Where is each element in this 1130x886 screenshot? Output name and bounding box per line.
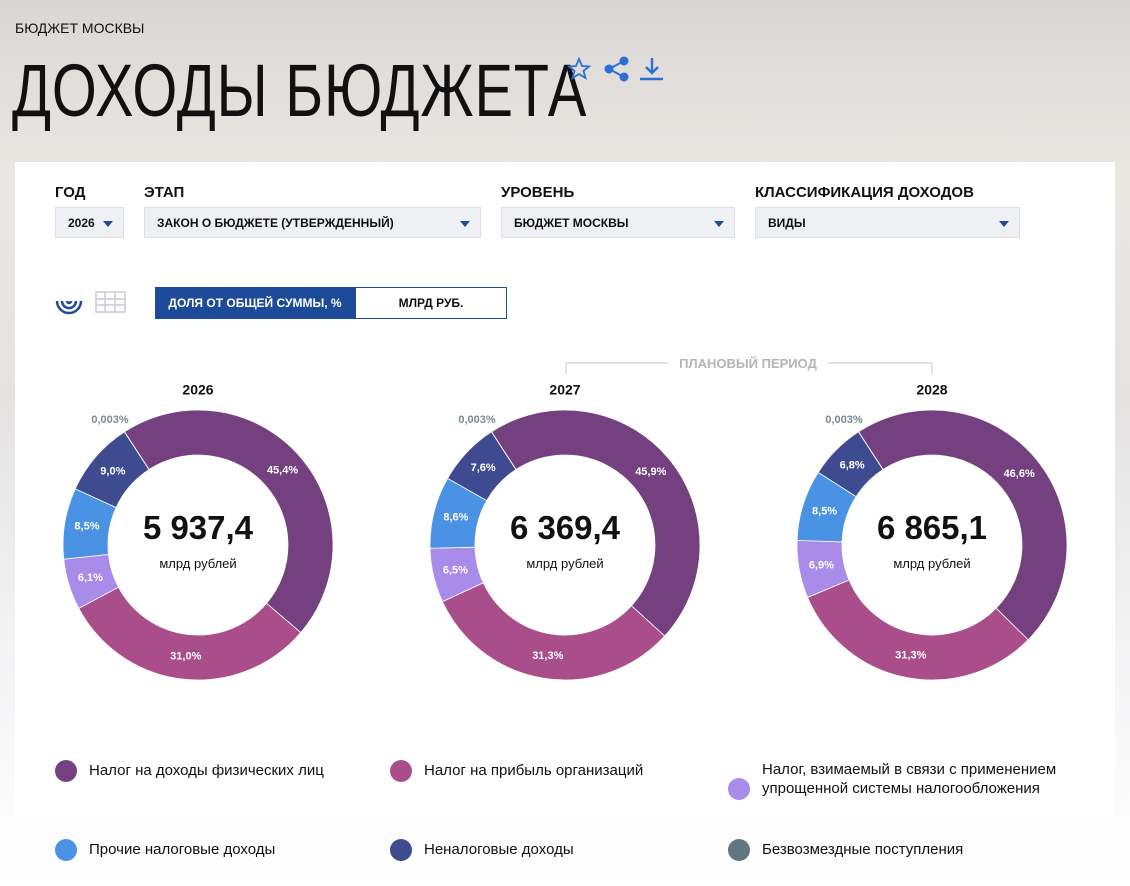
page-actions (566, 56, 663, 82)
filter-label: УРОВЕНЬ (501, 184, 575, 201)
content-panel (15, 162, 1115, 817)
legend-label: Безвозмездные поступления (762, 841, 964, 858)
legend-label: Неналоговые доходы (424, 841, 574, 858)
legend-label: Прочие налоговые доходы (89, 841, 276, 858)
legend-swatch (390, 760, 412, 782)
toggle-option[interactable]: МЛРД РУБ. (355, 287, 507, 319)
download-icon[interactable] (640, 58, 663, 81)
filter-dropdown[interactable]: ВИДЫ (755, 207, 1020, 238)
legend-swatch (55, 760, 77, 782)
filter-dropdown[interactable]: БЮДЖЕТ МОСКВЫ (501, 207, 735, 238)
legend-label: Налог на прибыль организаций (424, 762, 644, 779)
filter-label: ЭТАП (144, 184, 185, 201)
legend-swatch (390, 839, 412, 861)
favorite-icon[interactable] (566, 56, 592, 80)
filter-dropdown[interactable]: 2026 (55, 207, 124, 238)
legend-label: Налог, взимаемый в связи с применением у… (762, 761, 1057, 797)
toggle-option[interactable]: ДОЛЯ ОТ ОБЩЕЙ СУММЫ, % (155, 287, 355, 319)
breadcrumb[interactable]: БЮДЖЕТ МОСКВЫ (15, 20, 145, 36)
filter-label: ГОД (55, 184, 86, 201)
chart-view-icon[interactable] (55, 300, 83, 315)
page-title: ДОХОДЫ БЮДЖЕТА (12, 49, 588, 132)
legend-swatch (728, 839, 750, 861)
filter-label: КЛАССИФИКАЦИЯ ДОХОДОВ (755, 184, 974, 201)
filter-dropdown[interactable]: ЗАКОН О БЮДЖЕТЕ (УТВЕРЖДЕННЫЙ) (144, 207, 481, 238)
view-icons (55, 291, 126, 315)
legend-swatch (728, 778, 750, 800)
table-view-icon[interactable] (95, 291, 126, 313)
legend-swatch (55, 839, 77, 861)
legend-label: Налог на доходы физических лиц (89, 762, 324, 779)
share-icon[interactable] (604, 56, 629, 82)
